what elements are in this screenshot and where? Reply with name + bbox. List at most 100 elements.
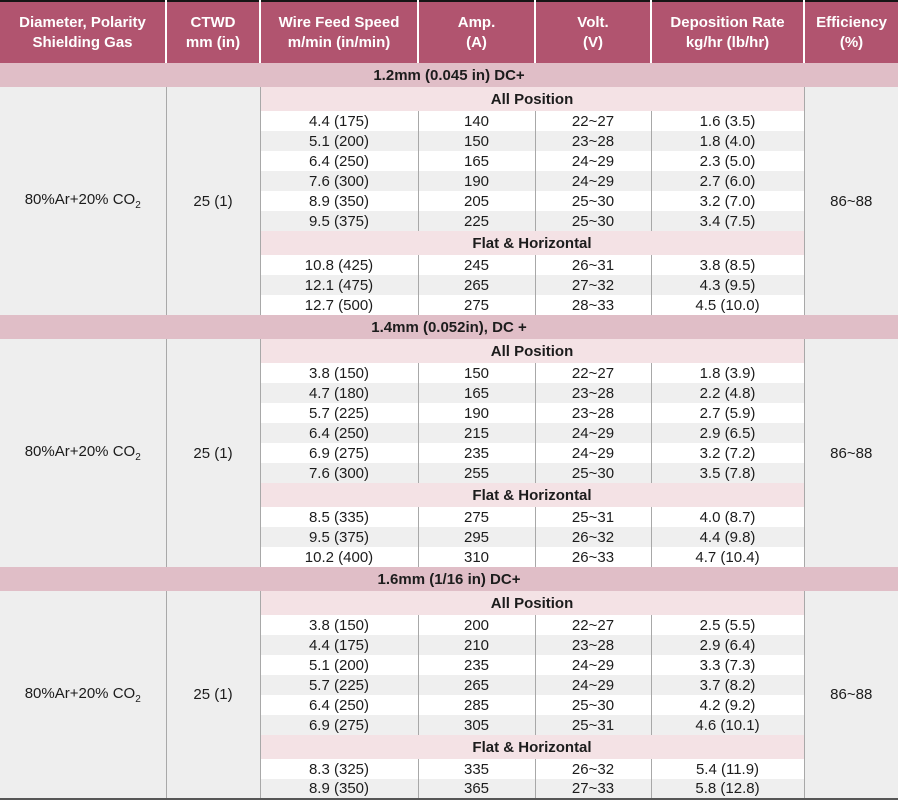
deposition-rate-cell: 4.7 (10.4) (650, 547, 804, 567)
voltage-cell: 24~29 (534, 423, 651, 443)
wire-feed-speed-cell: 6.9 (275) (260, 715, 418, 735)
table-row: 6.9 (275) 305 25~31 4.6 (10.1) (0, 715, 898, 735)
wire-feed-speed-cell: 5.7 (225) (260, 403, 418, 423)
deposition-rate-cell: 5.4 (11.9) (650, 759, 804, 779)
voltage-cell: 26~33 (534, 547, 651, 567)
group-label-row: Flat & Horizontal (0, 231, 898, 255)
wire-feed-speed-cell: 3.8 (150) (260, 363, 418, 383)
group-label-row: 80%Ar+20% CO2 25 (1) All Position 86~88 (0, 339, 898, 567)
amperage-cell: 255 (417, 463, 535, 483)
shielding-gas-subscript: 2 (135, 200, 141, 211)
group-label-row: 80%Ar+20% CO2 25 (1) All Position 86~88 (0, 87, 898, 315)
efficiency-cell: 86~88 (803, 87, 898, 315)
amperage-cell: 150 (417, 363, 535, 383)
table-row: 5.7 (225) 265 24~29 3.7 (8.2) (0, 675, 898, 695)
table-row: 3.8 (150) 200 22~27 2.5 (5.5) (0, 615, 898, 635)
deposition-rate-cell: 3.3 (7.3) (650, 655, 804, 675)
deposition-rate-cell: 2.5 (5.5) (650, 615, 804, 635)
amperage-cell: 245 (417, 255, 535, 275)
table-row: 7.6 (300) 190 24~29 2.7 (6.0) (0, 171, 898, 191)
table-row: 3.8 (150) 150 22~27 1.8 (3.9) (0, 363, 898, 383)
voltage-cell: 25~30 (534, 191, 651, 211)
col-header-line: Amp. (457, 14, 496, 31)
group-label-row: 80%Ar+20% CO2 25 (1) All Position 86~88 (0, 591, 898, 799)
amperage-cell: 140 (417, 111, 535, 131)
wire-feed-speed-cell: 10.8 (425) (260, 255, 418, 275)
wire-feed-speed-cell: 8.9 (350) (260, 779, 418, 799)
section-title-1: 1.4mm (0.052in), DC + (0, 315, 898, 339)
group-label-cell: All Position (260, 339, 804, 363)
amperage-cell: 305 (417, 715, 535, 735)
group-label-cell: All Position (260, 87, 804, 111)
wire-feed-speed-cell: 3.8 (150) (260, 615, 418, 635)
amperage-cell: 210 (417, 635, 535, 655)
deposition-rate-cell: 4.5 (10.0) (650, 295, 804, 315)
deposition-rate-cell: 2.9 (6.5) (650, 423, 804, 443)
col-header-voltage: Volt. (V) (534, 1, 651, 63)
voltage-cell: 24~29 (534, 171, 651, 191)
table-row: 8.9 (350) 205 25~30 3.2 (7.0) (0, 191, 898, 211)
col-header-line: Volt. (577, 14, 609, 31)
deposition-rate-cell: 4.0 (8.7) (650, 507, 804, 527)
col-header-efficiency: Efficiency (%) (803, 1, 898, 63)
deposition-rate-cell: 1.6 (3.5) (650, 111, 804, 131)
group-label-cell: Flat & Horizontal (260, 483, 804, 507)
deposition-rate-cell: 3.4 (7.5) (650, 211, 804, 231)
wire-feed-speed-cell: 8.9 (350) (260, 191, 418, 211)
amperage-cell: 215 (417, 423, 535, 443)
voltage-cell: 27~33 (534, 779, 651, 799)
deposition-rate-cell: 4.6 (10.1) (650, 715, 804, 735)
voltage-cell: 23~28 (534, 635, 651, 655)
voltage-cell: 24~29 (534, 443, 651, 463)
voltage-cell: 25~30 (534, 211, 651, 231)
table-header: Diameter, Polarity Shielding Gas CTWD mm… (0, 1, 898, 63)
voltage-cell: 24~29 (534, 675, 651, 695)
deposition-rate-cell: 3.2 (7.2) (650, 443, 804, 463)
amperage-cell: 190 (417, 403, 535, 423)
section-title-0: 1.2mm (0.045 in) DC+ (0, 63, 898, 87)
table-row: 6.4 (250) 285 25~30 4.2 (9.2) (0, 695, 898, 715)
deposition-rate-cell: 3.8 (8.5) (650, 255, 804, 275)
col-header-line: mm (in) (185, 33, 241, 51)
wire-feed-speed-cell: 6.4 (250) (260, 423, 418, 443)
col-header-line: Wire Feed Speed (278, 14, 400, 31)
wire-feed-speed-cell: 10.2 (400) (260, 547, 418, 567)
voltage-cell: 28~33 (534, 295, 651, 315)
shielding-gas-label: 80%Ar+20% CO (24, 443, 136, 460)
amperage-cell: 365 (417, 779, 535, 799)
voltage-cell: 22~27 (534, 615, 651, 635)
table-row: 4.7 (180) 165 23~28 2.2 (4.8) (0, 383, 898, 403)
voltage-cell: 25~31 (534, 507, 651, 527)
table-row: 12.1 (475) 265 27~32 4.3 (9.5) (0, 275, 898, 295)
wire-feed-speed-cell: 7.6 (300) (260, 463, 418, 483)
wire-feed-speed-cell: 8.5 (335) (260, 507, 418, 527)
wire-feed-speed-cell: 8.3 (325) (260, 759, 418, 779)
wire-feed-speed-cell: 12.7 (500) (260, 295, 418, 315)
col-header-ctwd: CTWD mm (in) (165, 1, 260, 63)
col-header-line: m/min (in/min) (287, 33, 391, 51)
amperage-cell: 265 (417, 275, 535, 295)
section-title-2: 1.6mm (1/16 in) DC+ (0, 567, 898, 591)
table-row: 6.4 (250) 215 24~29 2.9 (6.5) (0, 423, 898, 443)
col-header-line: Shielding Gas (32, 33, 133, 51)
wire-feed-speed-cell: 7.6 (300) (260, 171, 418, 191)
amperage-cell: 235 (417, 443, 535, 463)
col-header-line: (%) (839, 33, 864, 51)
table-row: 9.5 (375) 295 26~32 4.4 (9.8) (0, 527, 898, 547)
table-row: 4.4 (175) 140 22~27 1.6 (3.5) (0, 111, 898, 131)
voltage-cell: 26~32 (534, 759, 651, 779)
col-header-diameter-polarity: Diameter, Polarity Shielding Gas (0, 1, 166, 63)
col-header-wire-feed-speed: Wire Feed Speed m/min (in/min) (259, 1, 418, 63)
voltage-cell: 23~28 (534, 403, 651, 423)
voltage-cell: 26~31 (534, 255, 651, 275)
deposition-rate-cell: 2.2 (4.8) (650, 383, 804, 403)
amperage-cell: 225 (417, 211, 535, 231)
deposition-rate-cell: 2.3 (5.0) (650, 151, 804, 171)
group-label-cell: All Position (260, 591, 804, 615)
amperage-cell: 295 (417, 527, 535, 547)
amperage-cell: 200 (417, 615, 535, 635)
ctwd-cell: 25 (1) (166, 339, 261, 567)
col-header-line: Efficiency (816, 14, 887, 31)
shielding-gas-cell: 80%Ar+20% CO2 (0, 591, 167, 799)
amperage-cell: 265 (417, 675, 535, 695)
